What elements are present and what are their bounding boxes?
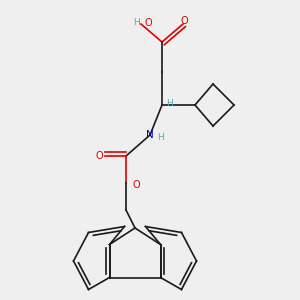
Text: O: O <box>145 17 152 28</box>
Text: O: O <box>181 16 188 26</box>
Text: N: N <box>146 130 154 140</box>
Text: O: O <box>95 151 103 161</box>
Text: H: H <box>133 18 140 27</box>
Text: H: H <box>166 99 173 108</box>
Text: H: H <box>157 134 164 142</box>
Text: O: O <box>133 179 140 190</box>
